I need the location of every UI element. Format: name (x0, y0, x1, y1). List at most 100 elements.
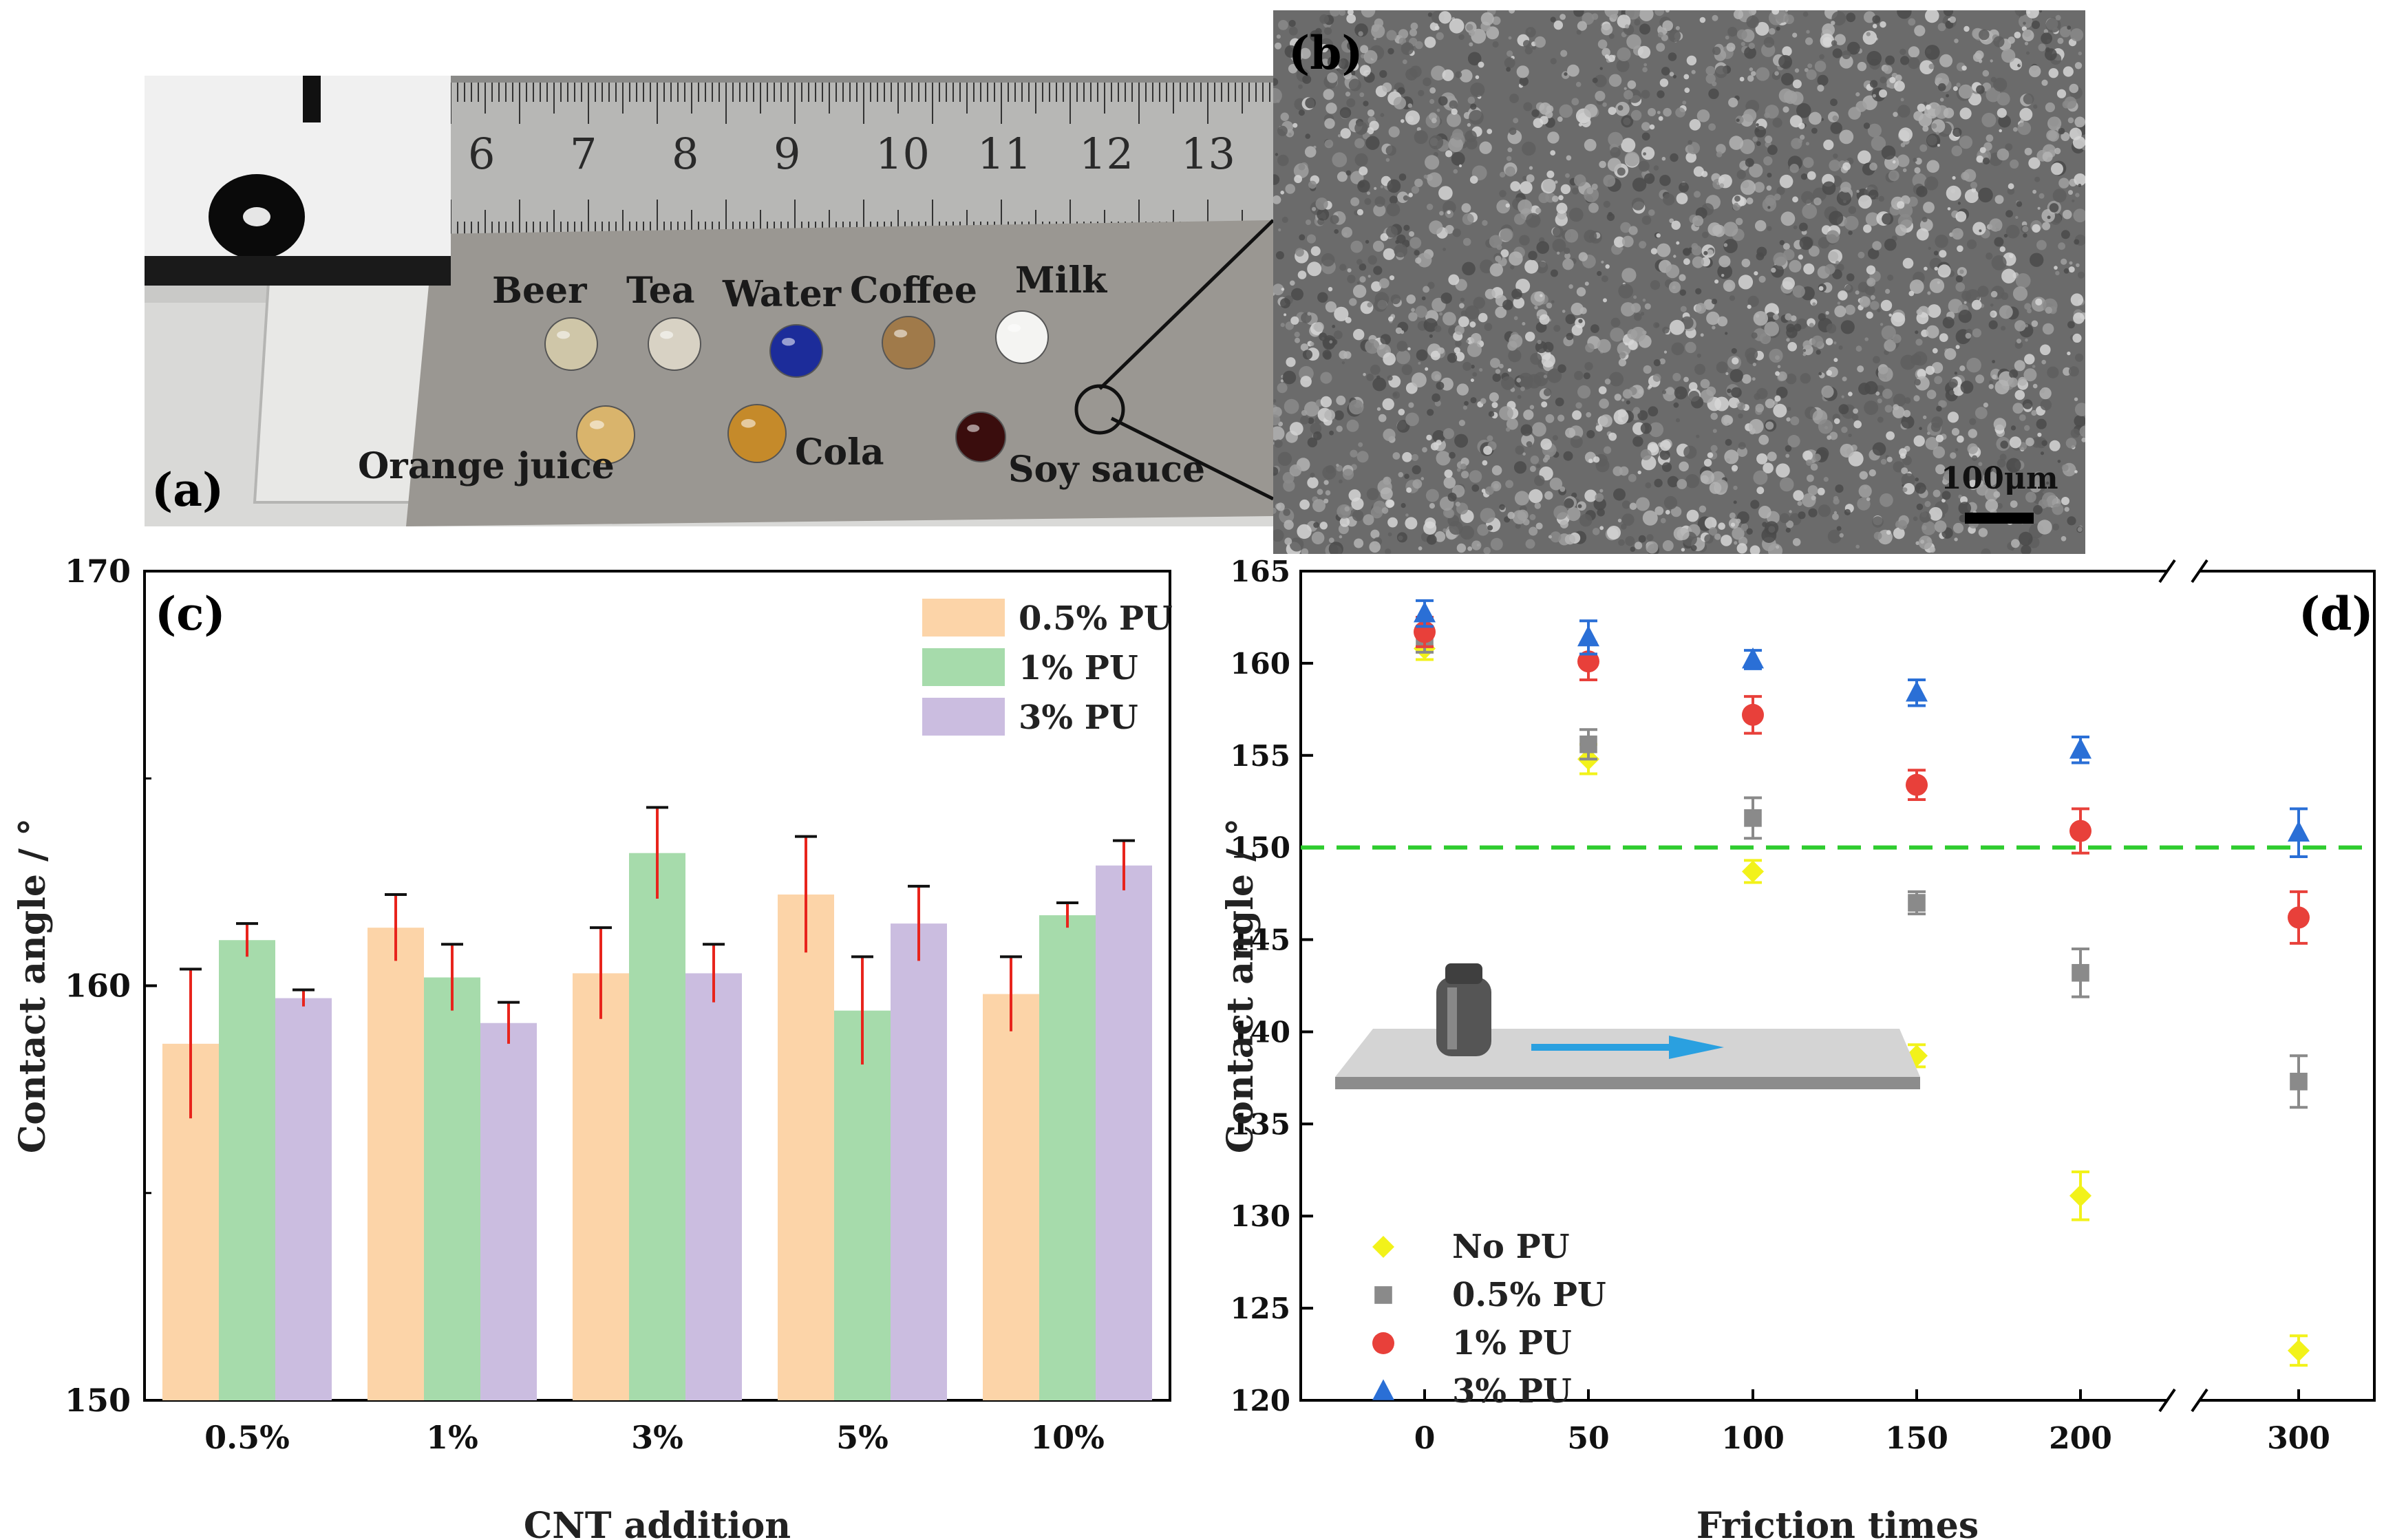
marker-diamond (1372, 1236, 1394, 1258)
bar (1096, 865, 1152, 1400)
marker-triangle (1577, 625, 1599, 647)
axis-break-mark (2191, 559, 2208, 584)
legend-label: 1% PU (1019, 649, 1138, 687)
marker-square (1579, 735, 1597, 753)
bar (219, 940, 275, 1400)
x-axis-label: Friction times (1696, 1505, 1979, 1540)
y-tick-label: 155 (1230, 739, 1290, 773)
ruler-number: 11 (977, 129, 1032, 179)
bar (368, 928, 424, 1400)
drop-highlight (1008, 324, 1021, 332)
panel-b-letter: (b) (1288, 26, 1363, 80)
plot-frame (1299, 570, 2376, 1402)
y-tick-label: 165 (1230, 555, 1290, 588)
friction-illustration (1335, 963, 1920, 1089)
ruler (447, 76, 1273, 234)
drop-highlight (660, 331, 674, 339)
marker-circle (2288, 906, 2310, 929)
y-tick-label: 160 (1230, 647, 1290, 681)
y-tick-label: 150 (1230, 831, 1290, 865)
bar (834, 1010, 891, 1400)
panel-a-letter: (a) (151, 463, 224, 517)
marker-diamond (2069, 1184, 2091, 1207)
marker-square (2072, 963, 2089, 982)
marker-circle (1906, 773, 1928, 796)
panel-a-photo: 6789101112131 BeerTeaWaterCoffeeMilkOran… (145, 76, 1273, 526)
y-tick-label: 125 (1230, 1292, 1290, 1325)
x-tick-label: 300 (2267, 1421, 2330, 1456)
drop-highlight (741, 419, 756, 428)
marker-circle (1372, 1332, 1394, 1354)
bar (480, 1023, 537, 1400)
marker-triangle (1906, 681, 1928, 702)
legend-swatch (922, 698, 1005, 736)
x-axis-label: CNT addition (524, 1505, 791, 1540)
marker-triangle (1372, 1379, 1394, 1400)
marker-triangle (2288, 820, 2310, 842)
ruler-number: 6 (468, 129, 495, 179)
drop-label: Cola (795, 431, 884, 473)
marker-triangle (2069, 738, 2091, 759)
drop-highlight (894, 330, 908, 338)
ruler-number: 12 (1079, 129, 1133, 179)
liquid-drop (727, 404, 787, 463)
y-tick-label: 120 (1230, 1384, 1290, 1418)
y-axis-label: Contact angle / ° (12, 818, 54, 1153)
legend-label: 0.5% PU (1019, 599, 1173, 638)
legend-label: 1% PU (1452, 1324, 1572, 1362)
liquid-drop (769, 324, 823, 378)
x-tick-label: 50 (1567, 1421, 1609, 1456)
panel-b-sem: (b) 100μm (1273, 10, 2085, 554)
x-tick-label: 0 (1414, 1421, 1436, 1456)
scale-bar-label: 100μm (1941, 461, 2058, 496)
legend-swatch (922, 599, 1005, 637)
axis-break-mark (2158, 1388, 2176, 1413)
drop-label: Water (722, 273, 842, 315)
drop-label: Beer (492, 270, 587, 312)
legend-swatch (922, 648, 1005, 686)
x-tick-label: 150 (1885, 1421, 1948, 1456)
legend-label: 0.5% PU (1452, 1276, 1606, 1314)
ruler-number: 9 (774, 129, 800, 179)
marker-triangle (1742, 647, 1764, 669)
bar (685, 973, 742, 1400)
y-axis-label: Contact angle / ° (1220, 818, 1262, 1153)
y-tick-label: 145 (1230, 923, 1290, 957)
y-tick-label: 140 (1230, 1015, 1290, 1049)
bar (778, 894, 834, 1400)
liquid-drop (648, 317, 701, 371)
bar (983, 994, 1039, 1400)
drop-label: Coffee (850, 270, 977, 312)
liquid-drop (995, 310, 1049, 364)
liquid-drop (544, 317, 598, 371)
x-tick-label: 1% (426, 1419, 478, 1456)
bar (275, 998, 332, 1400)
marker-diamond (1906, 1045, 1928, 1067)
drop-highlight (557, 331, 571, 339)
x-tick-label: 200 (2049, 1421, 2112, 1456)
x-tick-label: 0.5% (204, 1419, 290, 1456)
drop-label: Orange juice (358, 445, 615, 487)
bar (573, 973, 629, 1400)
marker-square (1744, 809, 1762, 827)
legend-label: No PU (1452, 1228, 1570, 1266)
y-tick-label: 170 (65, 553, 131, 590)
liquid-drop (955, 411, 1006, 462)
x-tick-label: 3% (631, 1419, 683, 1456)
marker-triangle (1414, 601, 1436, 623)
panel-d-letter: (d) (2299, 587, 2374, 641)
y-tick-label: 130 (1230, 1199, 1290, 1233)
y-tick-label: 160 (65, 967, 131, 1005)
drop-highlight (589, 420, 604, 429)
legend-label: 3% PU (1019, 698, 1138, 737)
bar (629, 853, 685, 1400)
bar (1039, 915, 1096, 1400)
panel-c-bar-chart: 150 160 170 0.5% 1% 3% 5% 10% (c) 0.5% PU 1% PU 3% … (12, 553, 1173, 1540)
drop-highlight (967, 425, 980, 432)
drop-label: Milk (1015, 259, 1107, 301)
ruler-number: 10 (875, 129, 930, 179)
ruler-number: 13 (1181, 129, 1235, 179)
marker-square (2290, 1072, 2308, 1091)
x-tick-label: 5% (836, 1419, 888, 1456)
